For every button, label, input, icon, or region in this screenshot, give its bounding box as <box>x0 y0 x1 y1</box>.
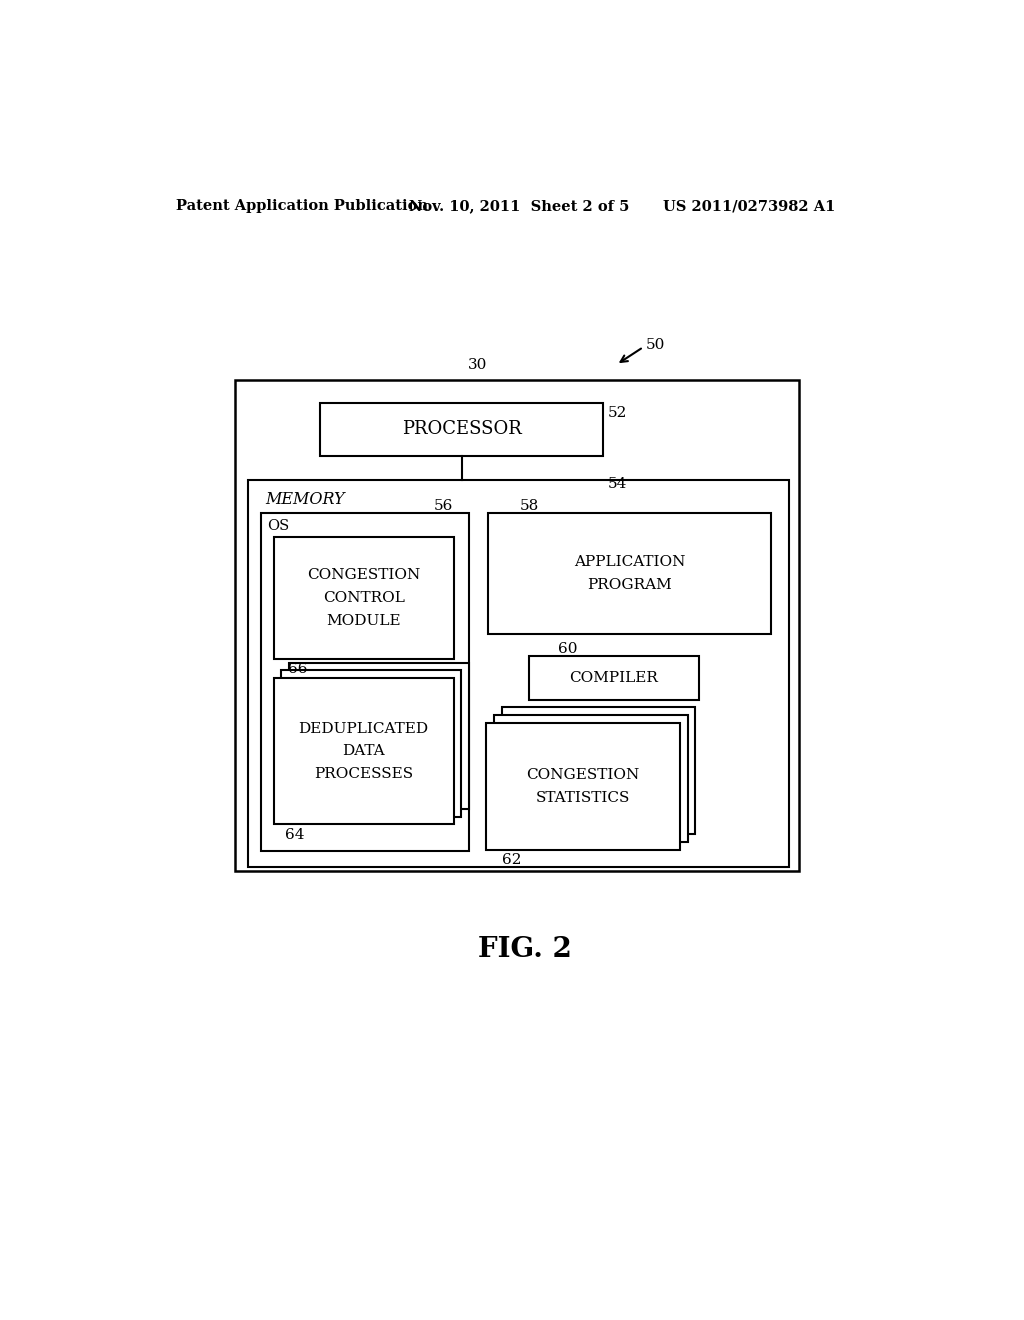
Text: 30: 30 <box>467 359 486 372</box>
Text: PROCESSOR: PROCESSOR <box>401 421 521 438</box>
Text: COMPILER: COMPILER <box>569 671 658 685</box>
Bar <box>273 537 454 659</box>
Bar <box>502 708 695 834</box>
Text: APPLICATION
PROGRAM: APPLICATION PROGRAM <box>574 554 685 591</box>
Text: 60: 60 <box>558 642 578 656</box>
Text: FIG. 2: FIG. 2 <box>478 936 571 964</box>
Bar <box>273 678 454 825</box>
Text: CONGESTION
STATISTICS: CONGESTION STATISTICS <box>526 768 640 805</box>
Bar <box>248 480 790 867</box>
Text: 66: 66 <box>288 663 307 676</box>
Bar <box>528 656 699 701</box>
Text: MEMORY: MEMORY <box>265 491 345 508</box>
Text: Patent Application Publication: Patent Application Publication <box>176 199 428 213</box>
Text: OS: OS <box>267 519 290 533</box>
Text: CONGESTION
CONTROL
MODULE: CONGESTION CONTROL MODULE <box>307 569 420 628</box>
Text: US 2011/0273982 A1: US 2011/0273982 A1 <box>663 199 836 213</box>
Bar <box>321 404 603 455</box>
Text: 50: 50 <box>646 338 665 352</box>
Text: 52: 52 <box>607 407 627 420</box>
Bar <box>488 512 771 635</box>
Text: 54: 54 <box>607 478 627 491</box>
Bar <box>282 671 461 817</box>
Text: DEDUPLICATED
DATA
PROCESSES: DEDUPLICATED DATA PROCESSES <box>299 722 429 781</box>
Text: 64: 64 <box>285 828 304 842</box>
Text: Nov. 10, 2011  Sheet 2 of 5: Nov. 10, 2011 Sheet 2 of 5 <box>409 199 629 213</box>
Bar <box>494 715 687 842</box>
Bar <box>261 512 469 851</box>
Bar <box>486 723 680 850</box>
Text: 56: 56 <box>434 499 454 512</box>
Text: 62: 62 <box>502 853 521 867</box>
Bar <box>234 380 799 871</box>
Text: 58: 58 <box>519 499 539 512</box>
Bar <box>289 663 469 809</box>
